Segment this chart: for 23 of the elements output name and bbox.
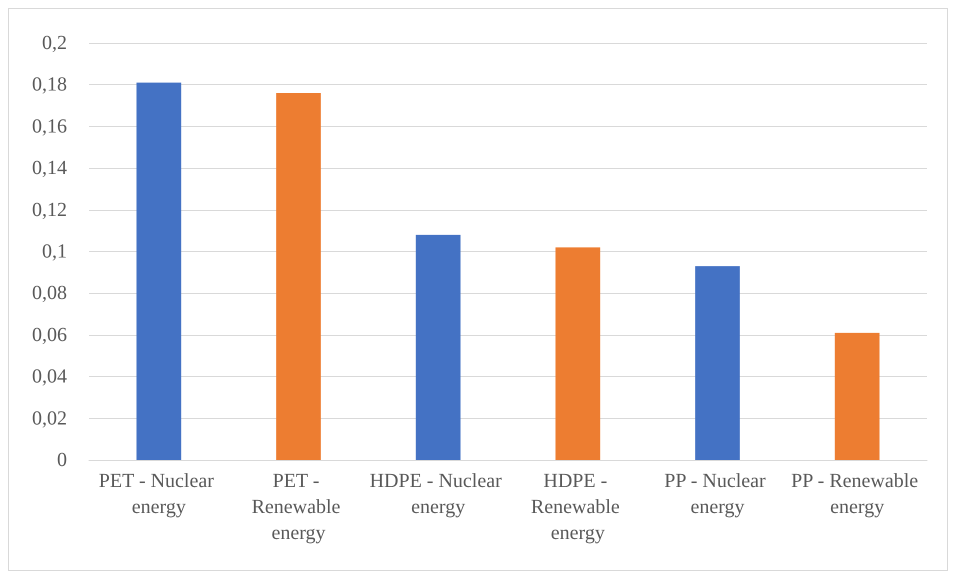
bar [416, 234, 461, 460]
y-tick-label: 0,06 [32, 324, 67, 346]
x-tick-label: PET - Nuclear energy [98, 470, 219, 518]
y-tick-label: 0,04 [32, 366, 67, 388]
bar [555, 247, 600, 460]
bar [276, 93, 321, 460]
y-tick-label: 0,1 [42, 240, 67, 262]
bar [834, 332, 880, 460]
bar [136, 82, 182, 460]
x-tick-label: PP - Renewable energy [791, 470, 924, 518]
x-tick-label: PET - Renewable energy [252, 470, 346, 544]
y-tick-label: 0,12 [32, 198, 67, 221]
y-tick-label: 0,2 [42, 32, 67, 54]
y-tick-label: 0 [57, 449, 67, 471]
x-tick-label: HDPE - Nuclear energy [370, 470, 507, 518]
x-tick-label: HDPE - Renewable energy [530, 470, 625, 544]
y-tick-label: 0,14 [32, 157, 67, 180]
y-tick-label: 0,18 [32, 74, 67, 96]
y-tick-label: 0,02 [32, 407, 67, 430]
y-tick-label: 0,16 [32, 115, 67, 138]
bar [695, 266, 740, 460]
x-tick-label: PP - Nuclear energy [664, 470, 771, 518]
y-tick-label: 0,08 [32, 282, 67, 304]
